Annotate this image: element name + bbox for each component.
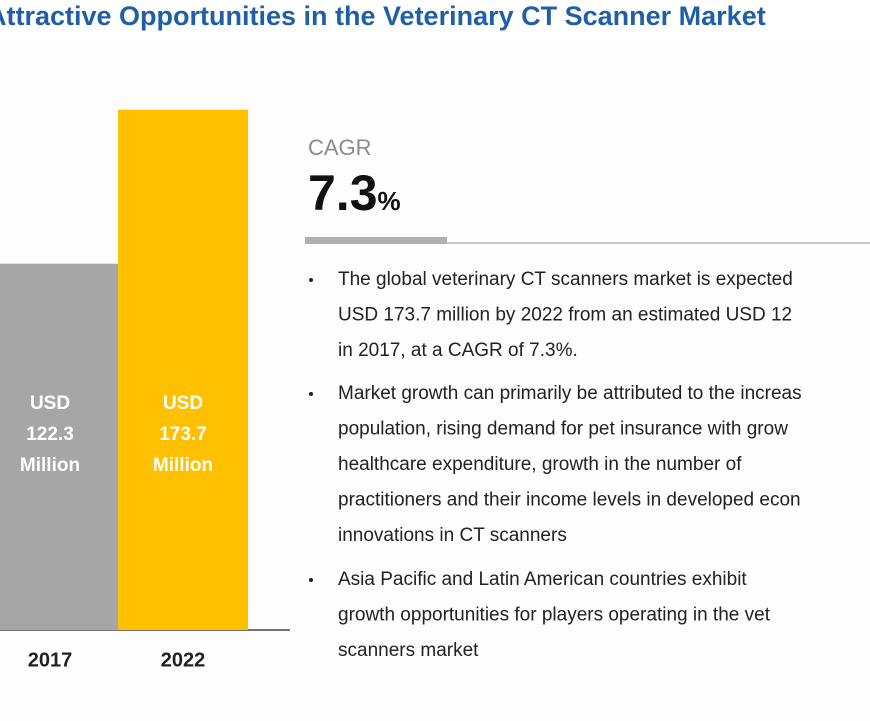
bullet-text: Asia Pacific and Latin American countrie…	[338, 569, 747, 590]
bullet-text: healthcare expenditure, growth in the nu…	[338, 454, 742, 475]
bullet-dot	[309, 578, 313, 582]
x-tick-label: 2022	[161, 649, 206, 671]
bullet-text: innovations in CT scanners	[338, 525, 567, 546]
bullet-dot	[309, 278, 313, 282]
bullet-text: The global veterinary CT scanners market…	[338, 269, 793, 290]
bullet-list: The global veterinary CT scanners market…	[309, 269, 802, 661]
cagr-unit: %	[378, 186, 401, 216]
title-band	[0, 0, 870, 40]
x-tick-label: 2017	[28, 649, 73, 671]
bullet-text: USD 173.7 million by 2022 from an estima…	[338, 305, 792, 326]
bullet-text: growth opportunities for players operati…	[338, 605, 771, 626]
cagr-value: 7.3%	[308, 165, 401, 221]
value-label: Million	[153, 455, 213, 476]
title: Attractive Opportunities in the Veterina…	[0, 1, 766, 31]
bar	[118, 109, 248, 631]
cagr-rule-thick	[305, 237, 447, 244]
bullet-text: Market growth can primarily be attribute…	[338, 383, 802, 404]
value-label: 173.7	[159, 424, 207, 445]
value-label: Million	[20, 455, 80, 476]
bullet-text: scanners market	[338, 640, 479, 661]
value-label: 122.3	[26, 424, 74, 445]
bullet-text: population, rising demand for pet insura…	[338, 419, 788, 440]
bullet-text: in 2017, at a CAGR of 7.3%.	[338, 340, 578, 361]
bullet-dot	[309, 392, 313, 396]
bar	[0, 263, 118, 630]
value-label: USD	[163, 393, 203, 414]
bullet-text: practitioners and their income levels in…	[338, 490, 801, 511]
cagr-number: 7.3	[308, 165, 378, 221]
value-label: USD	[30, 393, 70, 414]
cagr-label: CAGR	[308, 135, 372, 160]
